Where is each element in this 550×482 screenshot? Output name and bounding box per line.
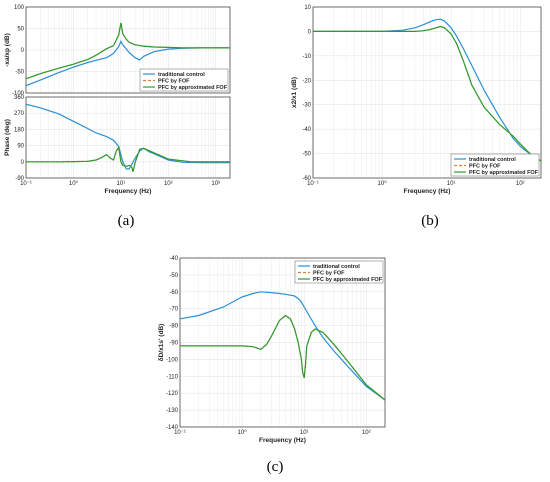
x-axis-label: Frequency (Hz): [259, 437, 306, 444]
series-traditional: [180, 291, 385, 401]
legend-box: [450, 153, 540, 177]
y-axis-label: Phase (deg): [4, 119, 11, 156]
caption-a: (a): [118, 213, 135, 229]
plot-frame: [179, 257, 386, 428]
x-tick-label: 10⁻¹: [174, 430, 186, 436]
y-axis-label: δD/x1s' (dB): [158, 324, 165, 362]
plot-frame: [25, 6, 231, 94]
y-axis-label: x2/x1 (dB): [291, 77, 298, 108]
x-tick-label: 10⁰: [378, 180, 388, 187]
y-tick-label: 0: [21, 48, 25, 54]
legend-box: [139, 68, 229, 92]
x-tick-label: 10¹: [447, 181, 456, 187]
y-tick-label: -60: [302, 176, 311, 182]
y-tick-label: -50: [169, 273, 178, 279]
y-tick-label: -50: [15, 70, 24, 76]
y-tick-label: -120: [166, 391, 179, 397]
legend-label: PFC by approximated FOF: [469, 170, 539, 176]
caption-b: (b): [421, 213, 439, 229]
y-tick-label: -90: [169, 341, 178, 347]
y-tick-label: -50: [302, 152, 311, 158]
series-approx: [26, 22, 230, 80]
legend-label: PFC by FOF: [313, 271, 345, 277]
series-approx: [313, 25, 541, 162]
caption-c: (c): [267, 459, 284, 475]
x-tick-label: 10³: [211, 181, 220, 187]
y-tick-label: 180: [14, 127, 25, 133]
y-tick-label: -80: [169, 324, 178, 330]
y-tick-label: 50: [17, 27, 24, 33]
y-tick-label: 10: [304, 5, 311, 11]
plot-frame: [25, 96, 231, 179]
legend-label: traditional control: [313, 264, 360, 270]
y-tick-label: -10: [302, 54, 311, 60]
y-tick-label: 100: [14, 5, 25, 11]
legend-label: traditional control: [158, 72, 205, 78]
x-tick-label: 10⁰: [238, 429, 248, 436]
series-approx: [26, 145, 230, 172]
y-tick-label: 360: [14, 95, 25, 101]
x-tick-label: 10⁻¹: [307, 181, 319, 187]
x-tick-label: 10²: [164, 181, 173, 187]
legend-label: PFC by FOF: [158, 79, 190, 85]
series-approx: [180, 314, 385, 401]
legend-label: traditional control: [469, 157, 516, 163]
y-tick-label: 90: [17, 144, 24, 150]
x-tick-label: 10⁻¹: [20, 181, 32, 187]
plot-frame: [312, 6, 542, 179]
y-tick-label: -40: [169, 256, 178, 262]
y-tick-label: -130: [166, 408, 179, 414]
legend-label: PFC by FOF: [469, 164, 501, 170]
y-tick-label: -70: [169, 307, 178, 313]
series-traditional: [313, 18, 541, 162]
legend-label: PFC by approximated FOF: [313, 277, 383, 283]
series-traditional: [26, 103, 230, 170]
y-tick-label: 0: [308, 29, 312, 35]
y-tick-label: -60: [169, 290, 178, 296]
y-tick-label: 0: [21, 160, 25, 166]
x-tick-label: 10²: [362, 430, 371, 436]
series-fof: [26, 145, 230, 172]
legend-label: PFC by approximated FOF: [158, 85, 228, 91]
y-tick-label: -100: [12, 91, 25, 97]
y-tick-label: 270: [14, 111, 25, 117]
y-tick-label: -110: [166, 374, 178, 380]
y-tick-label: -100: [166, 357, 179, 363]
y-tick-label: -30: [302, 103, 311, 109]
x-tick-label: 10¹: [117, 181, 126, 187]
x-tick-label: 10¹: [300, 430, 309, 436]
y-tick-label: -140: [166, 425, 179, 431]
series-fof: [313, 25, 541, 162]
x-tick-label: 10²: [516, 181, 525, 187]
series-fof: [180, 314, 385, 401]
x-tick-label: 10⁰: [69, 180, 79, 187]
x-axis-label: Frequency (Hz): [105, 188, 152, 195]
y-tick-label: -20: [302, 78, 311, 84]
series-traditional: [26, 40, 230, 87]
x-axis-label: Frequency (Hz): [404, 188, 451, 195]
legend-box: [294, 260, 384, 284]
y-axis-label: -xa/xp (dB): [4, 33, 11, 67]
y-tick-label: -90: [15, 176, 24, 182]
y-tick-label: -40: [302, 127, 311, 133]
